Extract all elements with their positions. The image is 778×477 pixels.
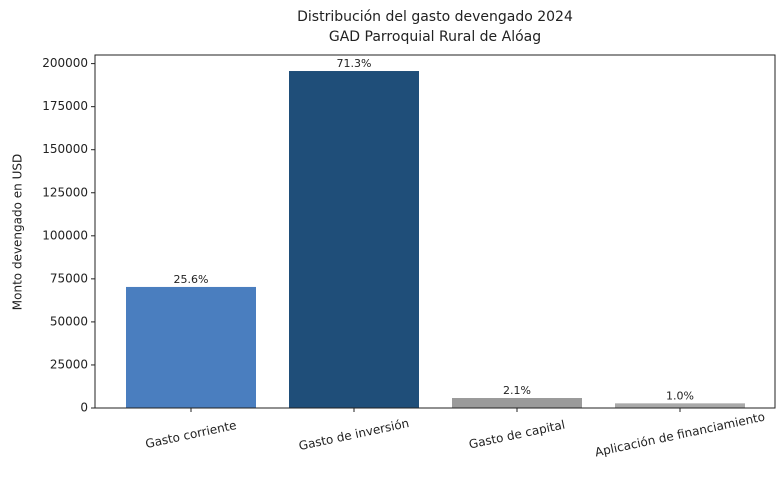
y-tick-label: 75000	[50, 271, 88, 285]
value-label: 25.6%	[174, 273, 209, 286]
x-tick-label: Gasto de capital	[468, 417, 567, 451]
chart-title: Distribución del gasto devengado 2024	[297, 9, 573, 25]
value-label: 71.3%	[337, 57, 372, 70]
y-tick-label: 50000	[50, 314, 88, 328]
value-label: 2.1%	[503, 384, 531, 397]
y-tick-label: 100000	[42, 228, 88, 242]
y-tick-label: 0	[80, 401, 88, 415]
y-tick-label: 125000	[42, 185, 88, 199]
chart-subtitle: GAD Parroquial Rural de Alóag	[329, 29, 541, 45]
y-tick-label: 25000	[50, 357, 88, 371]
x-tick-label: Gasto de inversión	[297, 416, 410, 453]
y-axis-label: Monto devengado en USD	[11, 154, 25, 310]
bar	[126, 286, 256, 408]
value-label: 1.0%	[666, 389, 694, 402]
bar	[615, 403, 745, 408]
y-tick-label: 150000	[42, 142, 88, 156]
x-tick-label: Gasto corriente	[144, 418, 238, 451]
y-tick-label: 175000	[42, 99, 88, 113]
bar	[452, 398, 582, 408]
x-tick-label: Aplicación de financiamiento	[594, 410, 767, 460]
y-tick-label: 200000	[42, 56, 88, 70]
plot-frame	[94, 54, 776, 409]
bar	[289, 71, 419, 408]
